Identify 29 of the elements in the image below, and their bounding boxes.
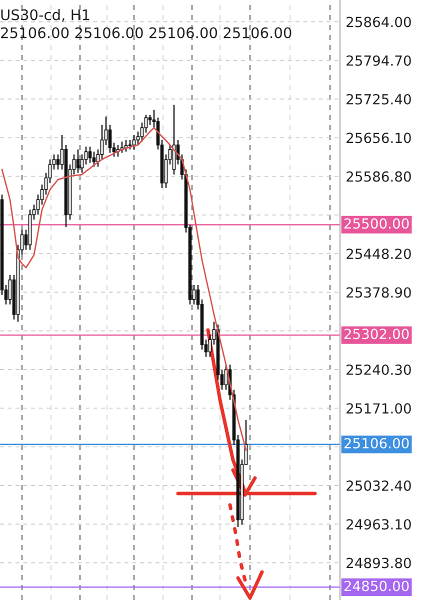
candlestick [80, 154, 84, 174]
y-tick-label: 25586.80 [346, 171, 411, 182]
y-tick-label: 25448.20 [346, 248, 411, 260]
candlestick [148, 114, 152, 126]
candlestick [92, 151, 96, 168]
y-tick-label: 24893.80 [346, 558, 411, 568]
y-tick-label: 25378.90 [346, 287, 411, 298]
candlestick [132, 134, 136, 150]
candlestick [108, 124, 112, 154]
y-tick-label: 25171.00 [346, 403, 411, 414]
candlestick [100, 124, 104, 160]
y-tick-label: 25794.70 [346, 55, 411, 66]
y-tick-label: 24963.10 [346, 519, 411, 530]
candlestick [84, 146, 88, 166]
candlestick [144, 114, 148, 134]
ref-line-label: 24850.00 [344, 580, 409, 592]
ref-line-label: 25106.00 [344, 438, 409, 448]
annotation: 25106.00 25106.00 25106.00 25106.00 [1, 27, 292, 38]
y-tick-label: 25656.10 [346, 132, 411, 144]
y-tick-label: 25864.00 [346, 16, 411, 28]
y-tick-label: 25240.30 [346, 364, 411, 376]
candlestick [76, 148, 80, 174]
y-tick-label: 25725.40 [346, 94, 411, 105]
y-tick-label: 25032.40 [346, 480, 411, 491]
text: US30-cd, H1 [1, 9, 90, 22]
candlestick [136, 130, 140, 146]
ref-line-label: 25500.00 [344, 218, 409, 229]
candlestick [128, 139, 132, 150]
ref-line-label: 25302.00 [344, 328, 409, 340]
